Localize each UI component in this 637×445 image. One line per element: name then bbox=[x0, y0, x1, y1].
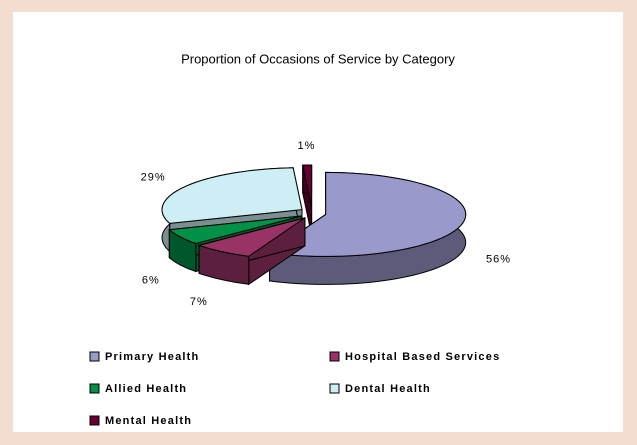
data-label: 56% bbox=[486, 254, 511, 266]
slice bbox=[197, 217, 306, 257]
slice bbox=[302, 164, 313, 236]
slice bbox=[168, 215, 302, 245]
data-label: 1% bbox=[297, 140, 315, 152]
slice bbox=[268, 171, 467, 285]
legend-swatch bbox=[89, 351, 100, 362]
legend-swatch bbox=[329, 383, 340, 394]
legend-swatch bbox=[89, 415, 100, 426]
chart-title: Proportion of Occasions of Service by Ca… bbox=[181, 51, 455, 66]
slice bbox=[268, 171, 467, 257]
legend-swatch bbox=[329, 351, 340, 362]
data-label: 6% bbox=[142, 274, 160, 286]
legend-label: Dental Health bbox=[345, 383, 431, 395]
slice bbox=[197, 216, 306, 286]
legend-label: Primary Health bbox=[105, 351, 199, 363]
data-label: 7% bbox=[190, 296, 208, 308]
legend-label: Allied Health bbox=[105, 383, 187, 395]
slice bbox=[302, 164, 313, 208]
legend-swatch bbox=[89, 383, 100, 394]
legend-label: Mental Health bbox=[105, 415, 192, 427]
legend-label: Hospital Based Services bbox=[345, 351, 500, 363]
data-label: 29% bbox=[141, 172, 166, 184]
slice bbox=[161, 167, 303, 224]
